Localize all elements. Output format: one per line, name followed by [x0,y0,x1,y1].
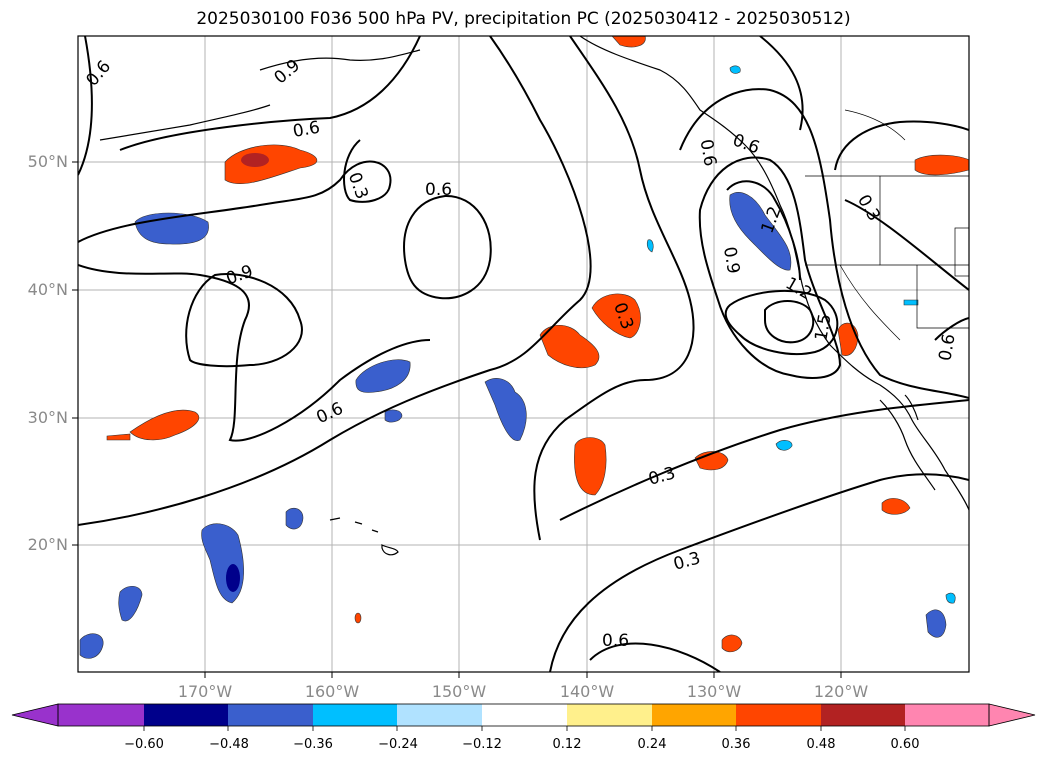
colorbar-tick: 0.24 [637,737,667,752]
colorbar-tick: −0.12 [462,737,502,752]
lat-label-50n: 50°N [27,152,68,171]
colorbar-tick: −0.24 [378,737,418,752]
axis-ticks [72,161,842,678]
lon-label-120w: 120°W [813,682,869,701]
colorbar-tick: −0.60 [124,737,164,752]
contour-label: 0.6 [291,118,321,142]
precip-positive [106,36,969,653]
contour-label: 0.9 [719,245,743,275]
lon-label-160w: 160°W [304,682,360,701]
contour-label: 1.5 [811,312,835,342]
precip-negative [79,65,956,659]
lon-label-140w: 140°W [559,682,615,701]
lat-label-30n: 30°N [27,408,68,427]
colorbar-tick: 0.48 [806,737,836,752]
borders [805,109,969,341]
coastlines [99,36,969,556]
lat-label-40n: 40°N [27,280,68,299]
contour-label: 0.6 [696,138,720,168]
lon-label-170w: 170°W [177,682,233,701]
colorbar-tick: 0.12 [552,737,582,752]
pv-contours [78,36,969,672]
colorbar-tick: −0.48 [209,737,249,752]
colorbar-tick: 0.36 [721,737,751,752]
map-border [77,35,970,673]
map-title: 2025030100 F036 500 hPa PV, precipitatio… [196,9,851,29]
contour-label: 0.6 [602,631,629,651]
lon-label-130w: 130°W [686,682,742,701]
contour-label: 0.6 [425,180,452,200]
lon-label-150w: 150°W [431,682,487,701]
colorbar-tick: −0.36 [293,737,333,752]
lat-label-20n: 20°N [27,535,68,554]
contour-label: 0.6 [935,332,959,362]
colorbar-tick: 0.60 [890,737,920,752]
